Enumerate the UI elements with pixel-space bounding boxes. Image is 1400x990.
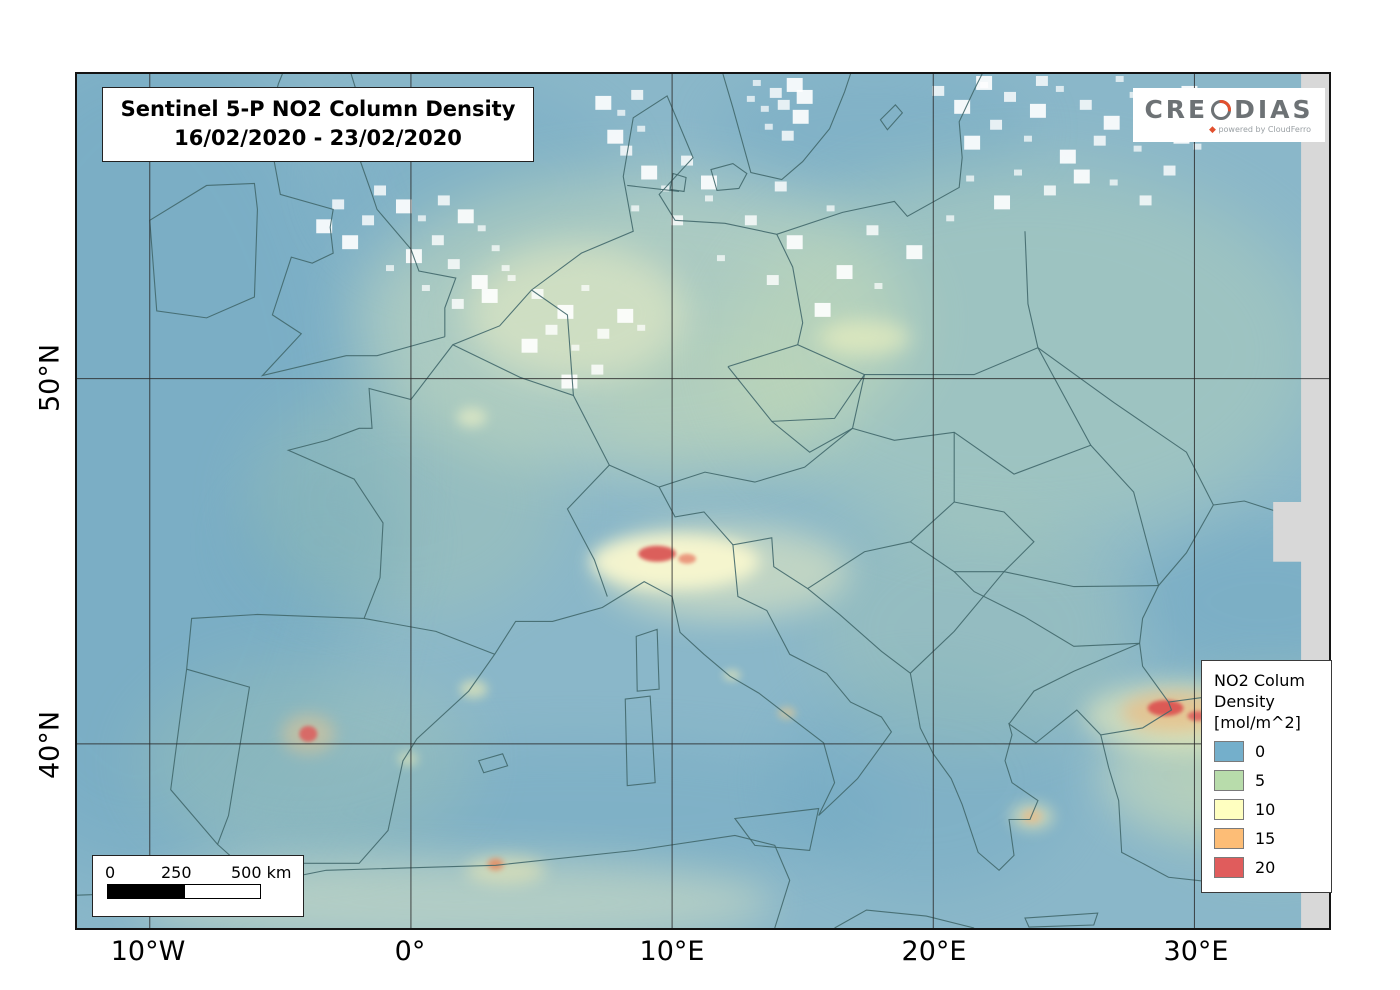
x-tick-10e: 10°E (639, 936, 705, 967)
legend-label-0: 0 (1255, 742, 1266, 762)
legend-title-line2: Density (1214, 691, 1275, 711)
sea-tints (77, 74, 1329, 891)
map-title-line1: Sentinel 5-P NO2 Column Density (120, 97, 516, 121)
legend-title-line3: [mol/m^2] (1214, 712, 1301, 732)
border-path (1139, 500, 1302, 703)
border-path (477, 628, 1099, 928)
creodias-logo: CRE DIAS (1144, 95, 1313, 124)
border-path (864, 231, 1039, 376)
creodias-logo-text-right: DIAS (1234, 95, 1314, 124)
creodias-logo-subtext: ◆ powered by CloudFerro (1208, 125, 1311, 135)
scale-bar: 0 250 500 km (92, 855, 304, 917)
algiers-halo (465, 856, 546, 885)
legend-swatch-5 (1214, 770, 1244, 792)
border-path (807, 432, 955, 590)
no-data-crimea (1273, 501, 1329, 562)
scale-bar-graphic (107, 884, 261, 899)
legend-swatch-20 (1214, 857, 1244, 879)
legend-label-15: 15 (1255, 829, 1276, 849)
x-tick-20e: 20°E (901, 936, 967, 967)
scale-bar-labels: 0 250 500 km (103, 863, 293, 883)
legend-title: NO2 Colum Density [mol/m^2] (1214, 671, 1325, 733)
scale-label-250: 250 (161, 863, 192, 882)
border-path (609, 427, 853, 488)
border-path (776, 234, 804, 345)
scale-label-0: 0 (105, 863, 116, 882)
y-tick-40n: 40°N (34, 710, 66, 780)
legend-row-20: 20 (1214, 857, 1325, 879)
border-path (149, 182, 258, 319)
legend-swatch-0 (1214, 741, 1244, 763)
algiers-spot (487, 858, 504, 871)
sea-base (77, 74, 1329, 928)
border-path (953, 571, 1140, 647)
border-path (909, 571, 1005, 674)
legend-row-5: 5 (1214, 770, 1325, 792)
milan-east-core (678, 553, 697, 564)
x-tick-0: 0° (394, 936, 426, 967)
silesia-haze (818, 319, 911, 356)
legend-swatch-15 (1214, 828, 1244, 850)
legend-row-15: 15 (1214, 828, 1325, 850)
scale-bar-segment-dark (108, 885, 184, 898)
rome-spot (722, 669, 741, 682)
x-tick-30e: 30°E (1163, 936, 1229, 967)
po-valley-core (638, 545, 677, 562)
border-path (771, 420, 853, 453)
east-europe-haze (724, 163, 1324, 542)
border-path (186, 668, 251, 845)
map-title-box: Sentinel 5-P NO2 Column Density 16/02/20… (102, 87, 534, 162)
scale-bar-segment-light (183, 885, 260, 898)
legend-label-10: 10 (1255, 800, 1276, 820)
creodias-logo-box: CRE DIAS ◆ powered by CloudFerro (1133, 88, 1325, 142)
legend-label-5: 5 (1255, 771, 1266, 791)
border-path (531, 289, 574, 396)
legend-label-20: 20 (1255, 858, 1276, 878)
graticule (77, 74, 1329, 928)
border-path (727, 344, 866, 422)
border-path (954, 501, 1035, 573)
legend-row-0: 0 (1214, 741, 1325, 763)
border-path (1008, 642, 1140, 725)
map-frame: Sentinel 5-P NO2 Column Density 16/02/20… (75, 72, 1332, 930)
creodias-o-icon (1209, 98, 1233, 122)
border-path (722, 74, 852, 181)
madrid-core (299, 725, 318, 742)
creodias-logo-text-left: CRE (1144, 95, 1209, 124)
naples-spot (777, 707, 796, 719)
po-valley-plume (590, 533, 760, 590)
map-title-line2: 16/02/2020 - 23/02/2020 (174, 126, 462, 151)
border-path (363, 617, 495, 655)
istanbul-core (1147, 700, 1184, 716)
border-path (669, 104, 904, 193)
country-borders (77, 74, 1329, 928)
y-tick-50n: 50°N (34, 343, 66, 413)
legend-row-10: 10 (1214, 799, 1325, 821)
legend-swatch-10 (1214, 799, 1244, 821)
legend-title-line1: NO2 Colum (1214, 671, 1305, 690)
border-path (658, 486, 734, 546)
map-canvas (77, 74, 1329, 928)
scale-label-500km: 500 km (231, 863, 292, 882)
athens-spot (1021, 809, 1042, 824)
paris-spot (456, 407, 487, 428)
benelux-ruhr-haze (465, 243, 686, 383)
x-tick-10w: 10°W (110, 936, 186, 967)
border-path (627, 184, 680, 192)
border-path (1037, 347, 1214, 506)
legend: NO2 Colum Density [mol/m^2] 0 5 10 15 20 (1201, 660, 1332, 894)
border-path (1090, 444, 1160, 586)
